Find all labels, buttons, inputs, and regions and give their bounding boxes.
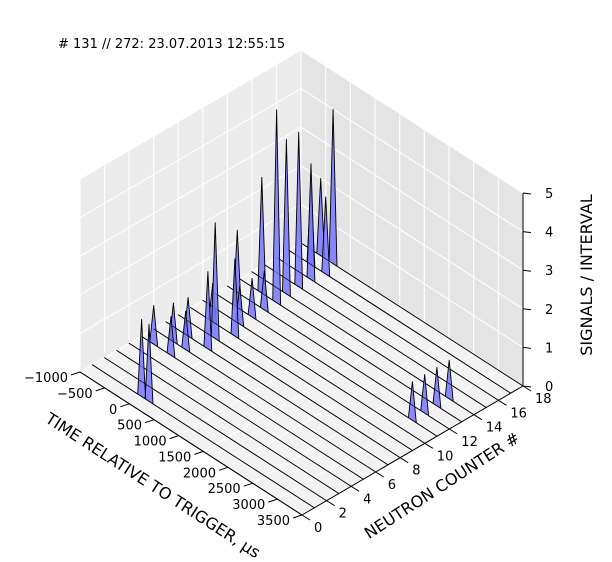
chart-title: # 131 // 272: 23.07.2013 12:55:15	[58, 37, 285, 52]
y-tick-label: 0	[314, 521, 322, 536]
grid-line	[79, 49, 302, 180]
x-tick	[95, 387, 105, 392]
y-tick	[498, 399, 507, 406]
axes	[70, 192, 532, 521]
x-tick	[292, 514, 303, 519]
grid-line	[79, 165, 302, 296]
z-axis-title: SIGNALS / INTERVAL	[577, 194, 596, 356]
surface-mesh-line	[251, 271, 475, 415]
surface-mesh-line	[153, 328, 376, 473]
x-tick-label: 500	[117, 419, 142, 434]
grid-line	[300, 126, 524, 271]
x-tick-label: 2500	[208, 482, 241, 497]
x-tick-label: 3000	[232, 498, 265, 513]
x-tick	[120, 403, 130, 408]
y-tick	[473, 414, 483, 421]
z-tick	[522, 192, 532, 195]
surface-mesh-line	[141, 335, 364, 480]
x-tick-label: −1000	[24, 371, 68, 386]
x-tick-label: 0	[109, 403, 117, 418]
y-tick-label: 10	[437, 449, 454, 464]
surface-mesh-line	[300, 242, 524, 387]
surface-mesh-line	[190, 307, 413, 451]
x-axis-line	[79, 371, 303, 516]
grid-line	[300, 203, 524, 348]
y-tick-label: 8	[412, 464, 420, 479]
x-tick	[243, 482, 253, 487]
surface-mesh-line	[276, 257, 499, 401]
waterfall-surfaces	[79, 108, 524, 516]
x-tick	[194, 450, 204, 455]
z-tick	[522, 346, 532, 349]
z-tick-label: 3	[545, 264, 553, 279]
surface-mesh-line	[202, 300, 425, 444]
surface-mesh-line	[92, 364, 315, 509]
x-tick	[70, 371, 81, 376]
y-tick-label: 4	[363, 492, 371, 507]
z-tick	[522, 308, 532, 311]
x-tick	[144, 419, 155, 424]
grid-line	[79, 203, 302, 334]
y-tick-label: 14	[486, 421, 503, 436]
y-tick-label: 16	[510, 406, 527, 421]
z-tick-label: 4	[545, 226, 553, 241]
y-tick-label: 18	[535, 392, 552, 407]
y-tick-label: 6	[388, 478, 396, 493]
z-tick	[522, 269, 532, 272]
y-tick-label: 12	[461, 435, 478, 450]
grid-line	[79, 88, 302, 219]
surface-mesh-line	[165, 321, 389, 466]
x-tick-label: 1000	[134, 435, 167, 450]
y-tick	[399, 457, 409, 464]
grid-line	[300, 165, 524, 310]
surface-mesh-line	[104, 357, 327, 501]
surface-mesh-line	[288, 249, 511, 394]
x-tick	[218, 466, 229, 471]
z-tick	[522, 385, 532, 388]
y-tick	[326, 500, 335, 507]
grid-line	[79, 126, 302, 257]
z-tick-label: 2	[545, 303, 553, 318]
z-tick-label: 0	[545, 380, 553, 395]
y-tick	[350, 485, 360, 492]
surface-mesh-line	[239, 278, 462, 423]
y-tick	[301, 514, 311, 521]
y-tick	[424, 442, 434, 449]
x-tick-label: −500	[57, 387, 93, 402]
y-tick-label: 2	[339, 507, 347, 522]
y-tick	[449, 428, 458, 435]
y-axis-line	[301, 385, 524, 516]
surface-mesh-line	[264, 264, 487, 408]
surface-mesh-line	[178, 314, 401, 458]
y-tick	[522, 385, 532, 392]
z-tick	[522, 231, 532, 234]
grid-line	[300, 49, 524, 194]
surface-mesh-line	[128, 343, 352, 487]
x-tick-label: 3500	[257, 514, 290, 529]
z-tick-label: 1	[545, 341, 553, 356]
x-tick-label: 2000	[183, 466, 216, 481]
x-tick	[268, 498, 278, 503]
x-tick-label: 1500	[158, 450, 191, 465]
y-tick	[375, 471, 384, 478]
x-tick	[169, 435, 179, 440]
surface-mesh-line	[116, 350, 339, 494]
surface-mesh-line	[227, 285, 450, 430]
grid-line	[300, 88, 524, 233]
z-tick-label: 5	[545, 187, 553, 202]
